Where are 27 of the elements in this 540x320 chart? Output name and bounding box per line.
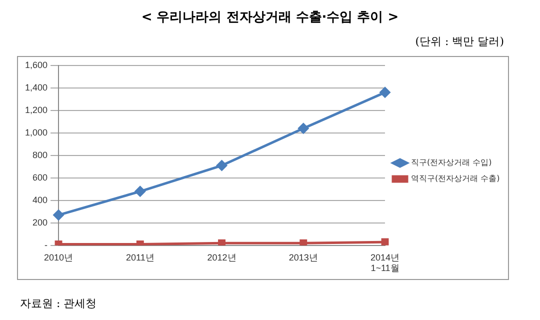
y-tick-label: 800 bbox=[32, 150, 48, 160]
x-tick-label: 2013년 bbox=[288, 252, 318, 262]
x-tick-label: 2014년 1~11월 bbox=[370, 252, 400, 274]
x-tick-label: 2010년 bbox=[44, 252, 74, 262]
y-tick-label: - bbox=[44, 240, 48, 250]
legend-label: 역직구(전자상거래 수출) bbox=[411, 174, 500, 184]
point bbox=[380, 87, 390, 98]
point bbox=[218, 239, 226, 246]
point bbox=[134, 186, 146, 197]
point bbox=[53, 210, 64, 220]
y-tick-label: 1,200 bbox=[24, 104, 48, 115]
x-tick-label: 2011년 bbox=[126, 252, 154, 262]
point bbox=[300, 239, 308, 246]
text: (단위 : 백만 달러) bbox=[415, 34, 504, 49]
y-tick-label: 400 bbox=[32, 194, 48, 205]
point bbox=[381, 238, 389, 246]
legend-label: 직구(전자상거래 수입) bbox=[411, 158, 492, 168]
point bbox=[298, 123, 309, 134]
y-tick-label: 1,600 bbox=[24, 60, 48, 70]
y-tick-label: 1,400 bbox=[24, 82, 48, 92]
y-tick-label: 600 bbox=[32, 172, 48, 182]
chart-title: < 우리나라의 전자상거래 수출·수입 추이 > bbox=[140, 9, 400, 26]
point bbox=[216, 160, 228, 171]
y-tick-label: 1,000 bbox=[24, 127, 48, 138]
text: 자료원 : 관세청 bbox=[20, 296, 97, 311]
x-tick-label: 2012년 bbox=[207, 252, 236, 262]
y-tick-label: 200 bbox=[32, 217, 48, 228]
